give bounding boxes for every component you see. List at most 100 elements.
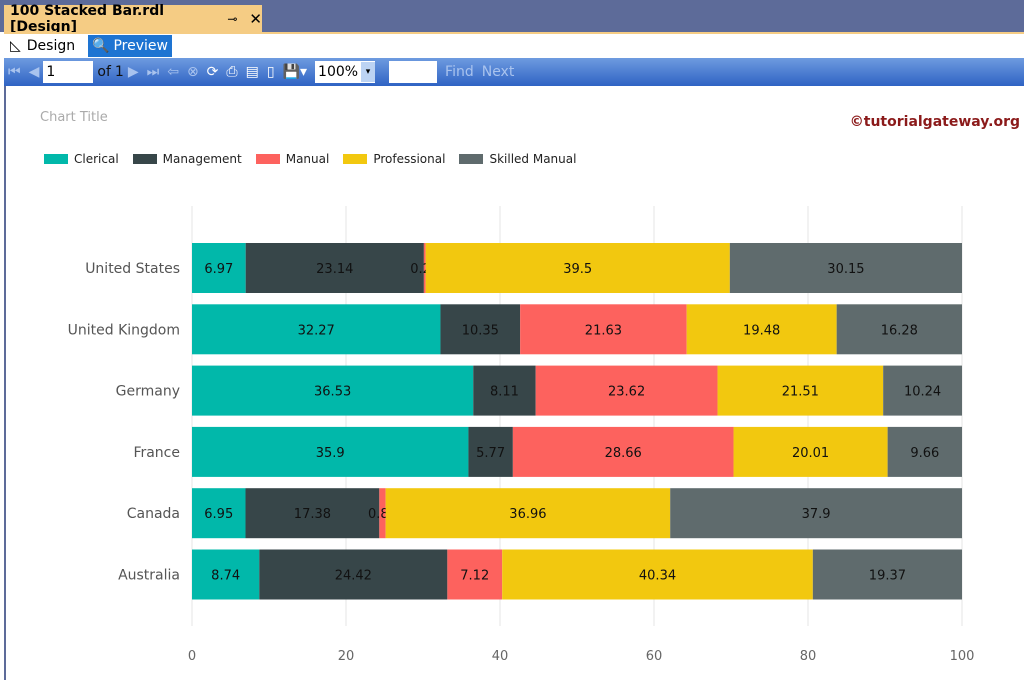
print-icon[interactable]: ⎙ (226, 64, 238, 80)
data-label: 9.66 (910, 446, 939, 461)
data-label: 10.35 (462, 323, 499, 338)
bar-segment (447, 549, 503, 600)
data-label: 24.42 (335, 569, 372, 584)
bar-segment (512, 426, 734, 477)
bar-segment (440, 304, 521, 355)
bar-segment (245, 488, 380, 539)
tab-preview[interactable]: 🔍 Preview (88, 35, 172, 57)
back-icon[interactable]: ⇦ (167, 64, 179, 80)
data-label: 35.9 (316, 446, 345, 461)
bar-segment (686, 304, 837, 355)
document-tab-title: 100 Stacked Bar.rdl [Design] (10, 2, 165, 35)
data-label: 7.12 (460, 569, 489, 584)
next-button[interactable]: Next (481, 64, 515, 80)
bar-segment (729, 243, 962, 293)
data-label: 37.9 (802, 507, 831, 522)
document-tab[interactable]: 100 Stacked Bar.rdl [Design] ⊸ ✕ (4, 2, 262, 35)
data-label: 20.01 (792, 446, 829, 461)
x-tick-label: 0 (188, 649, 196, 664)
design-icon: ◺ (10, 38, 21, 54)
preview-icon: 🔍 (92, 38, 110, 54)
bar-segment (535, 365, 718, 416)
legend-swatch (44, 154, 68, 164)
bar-segment (468, 426, 513, 477)
next-page-icon[interactable]: ▶ (127, 64, 139, 80)
find-input[interactable] (389, 61, 438, 83)
watermark: ©tutorialgateway.org (849, 114, 1020, 130)
data-label: 21.63 (585, 323, 622, 338)
page-input[interactable]: 1 (43, 61, 94, 83)
data-label: 6.97 (204, 262, 233, 277)
close-icon[interactable]: ✕ (249, 9, 262, 28)
x-tick-label: 100 (950, 649, 975, 664)
bar-segment (192, 488, 246, 539)
data-label: 16.28 (881, 323, 918, 338)
data-label: 30.15 (827, 262, 864, 277)
y-category-label: Australia (118, 568, 180, 584)
print-layout-icon[interactable]: ▤ (245, 64, 259, 80)
data-label: 39.5 (563, 262, 592, 277)
bar-segment (883, 365, 962, 416)
bar-segment (502, 549, 813, 600)
legend: Clerical Management Manual Professional Skil… (44, 152, 576, 166)
y-category-label: France (133, 445, 180, 461)
page-setup-icon[interactable]: ▯ (266, 64, 275, 80)
bar-segment (259, 549, 448, 600)
bar-segment (192, 426, 469, 477)
y-category-label: United States (85, 261, 180, 277)
legend-label: Management (162, 152, 242, 166)
last-page-icon[interactable]: ⏭ (146, 64, 160, 80)
data-label: 36.53 (314, 385, 351, 400)
data-label: 19.37 (869, 569, 906, 584)
data-label: 19.48 (743, 323, 780, 338)
refresh-icon[interactable]: ⟳ (206, 64, 219, 80)
legend-swatch (343, 154, 368, 164)
legend-item: Clerical (44, 152, 119, 166)
legend-item: Skilled Manual (459, 152, 576, 166)
zoom-value: 100% (318, 64, 359, 80)
find-button[interactable]: Find (445, 64, 474, 80)
first-page-icon[interactable]: ⏮ (8, 64, 21, 80)
bar-segment (425, 243, 730, 293)
bar-segment (192, 304, 441, 355)
data-label: 23.14 (316, 262, 353, 277)
pin-icon[interactable]: ⊸ (227, 11, 238, 26)
legend-swatch (255, 154, 280, 164)
chevron-down-icon[interactable]: ▾ (361, 62, 376, 82)
chart-title: Chart Title (40, 110, 108, 125)
legend-label: Skilled Manual (489, 152, 577, 166)
tab-design-label: Design (26, 38, 76, 54)
bar-segment (423, 243, 426, 293)
stop-icon[interactable]: ⊗ (186, 64, 199, 80)
data-label: 23.62 (608, 385, 645, 400)
bar-segment (812, 549, 962, 600)
previous-page-icon[interactable]: ◀ (28, 64, 40, 80)
bar-segment (717, 365, 884, 416)
data-label: 8.74 (211, 569, 240, 584)
x-tick-label: 20 (338, 649, 355, 664)
bar-segment (520, 304, 687, 355)
data-label: 6.95 (204, 507, 233, 522)
zoom-select[interactable]: 100% ▾ (315, 61, 376, 83)
data-label: 8.11 (490, 385, 519, 400)
legend-item: Management (132, 152, 242, 166)
data-label: 40.34 (639, 569, 676, 584)
bar-segment (192, 243, 246, 293)
data-label: 21.51 (782, 385, 819, 400)
tab-design[interactable]: ◺ Design (6, 35, 79, 57)
title-bar: 100 Stacked Bar.rdl [Design] ⊸ ✕ (0, 0, 1024, 35)
data-label: 28.66 (605, 446, 642, 461)
legend-item: Manual (255, 152, 330, 166)
data-label: 0.82 (368, 507, 397, 522)
x-tick-label: 60 (646, 649, 663, 664)
export-icon[interactable]: 💾▾ (282, 64, 308, 80)
bar-segment (733, 426, 888, 477)
of-label: of (97, 64, 111, 80)
data-label: 32.27 (298, 323, 335, 338)
bar-segment (192, 549, 260, 600)
chart-plot: 0 20 40 60 80 100 United States 6.97 23.14 0.23 39… (68, 206, 975, 664)
legend-label: Manual (285, 152, 330, 166)
view-tabs: ◺ Design 🔍 Preview (4, 32, 1024, 58)
legend-swatch (132, 154, 157, 164)
bar-segment (245, 243, 424, 293)
